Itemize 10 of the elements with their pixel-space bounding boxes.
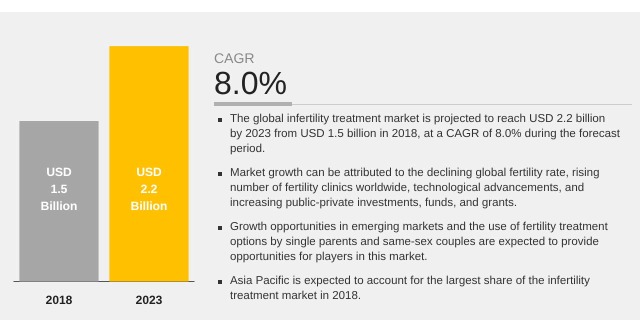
x-tick-label: 2018 <box>46 293 73 308</box>
text: The global infertility treatment market is projected to reach USD 2.2 billion by 2023 from USD 1.5 billion in 2018, at a CAGR of 8.0% during the forecast period. <box>230 112 620 157</box>
x-tick-label: 2023 <box>136 293 163 308</box>
data-label: USD 1.5 Billion <box>40 164 78 213</box>
data-label: USD 2.2 Billion <box>130 164 168 213</box>
text: 8.0% <box>214 65 288 101</box>
text: CAGR <box>214 50 256 66</box>
text: Asia Pacific is expected to account for the largest share of the infertility treatment market in 2018. <box>230 274 591 304</box>
text: Market growth can be attributed to the declining global fertility rate, rising number of fertility clinics worldwide, technological advancements, and increasing public-private investments, funds, and grants. <box>230 166 600 211</box>
text: Growth opportunities in emerging markets and the use of fertility treatment options by single parents and same-sex couples are expected to provide opportunities for players in this market. <box>230 220 609 265</box>
